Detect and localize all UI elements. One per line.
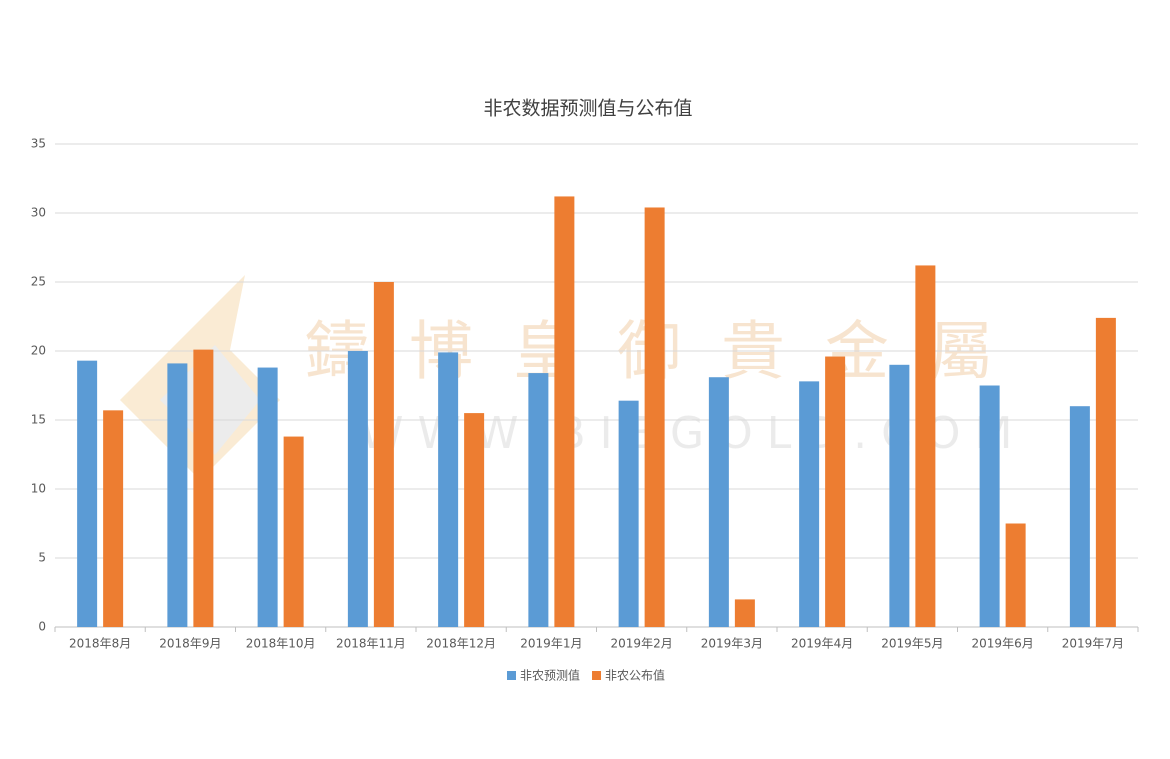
y-tick-label: 15	[31, 413, 46, 427]
y-tick-label: 0	[38, 620, 46, 634]
x-tick-label: 2019年3月	[701, 637, 763, 651]
x-tick-label: 2018年10月	[246, 637, 316, 651]
x-tick-label: 2019年4月	[791, 637, 853, 651]
x-tick-label: 2019年5月	[881, 637, 943, 651]
bar	[438, 352, 459, 627]
y-tick-label: 25	[31, 275, 46, 289]
legend-swatch	[592, 671, 602, 680]
bar	[734, 599, 755, 627]
bar	[618, 400, 639, 627]
bar	[528, 373, 549, 627]
x-tick-label: 2018年11月	[336, 637, 406, 651]
bar	[103, 410, 124, 627]
bar	[1005, 523, 1026, 627]
bar	[1069, 406, 1090, 627]
bar	[979, 385, 1000, 627]
y-tick-label: 35	[31, 137, 46, 151]
legend-swatch	[507, 671, 516, 680]
bar	[708, 377, 729, 627]
bar	[257, 367, 278, 627]
x-tick-label: 2018年12月	[426, 637, 496, 651]
bar	[167, 363, 188, 627]
x-tick-label: 2019年2月	[611, 637, 673, 651]
bar	[347, 351, 368, 627]
bar	[283, 436, 304, 627]
bar	[464, 413, 485, 627]
bar	[1095, 317, 1116, 627]
chart-title: 非农数据预测值与公布值	[483, 98, 692, 120]
bar	[915, 265, 936, 627]
bar	[889, 364, 910, 627]
y-tick-label: 20	[31, 344, 46, 358]
x-tick-label: 2019年6月	[972, 637, 1034, 651]
legend-label: 非农公布值	[605, 668, 665, 683]
y-tick-label: 10	[31, 482, 46, 496]
y-tick-label: 30	[31, 206, 46, 220]
bar	[554, 196, 575, 627]
bar	[77, 360, 98, 627]
x-tick-label: 2019年1月	[520, 637, 582, 651]
bar	[373, 282, 394, 627]
bar	[193, 349, 214, 627]
x-tick-label: 2019年7月	[1062, 637, 1124, 651]
x-tick-label: 2018年8月	[69, 637, 131, 651]
bar	[644, 207, 665, 628]
y-tick-label: 5	[38, 551, 46, 565]
bar	[799, 381, 820, 627]
x-tick-label: 2018年9月	[159, 637, 221, 651]
legend-label: 非农预测值	[520, 668, 580, 683]
bar	[825, 356, 846, 627]
